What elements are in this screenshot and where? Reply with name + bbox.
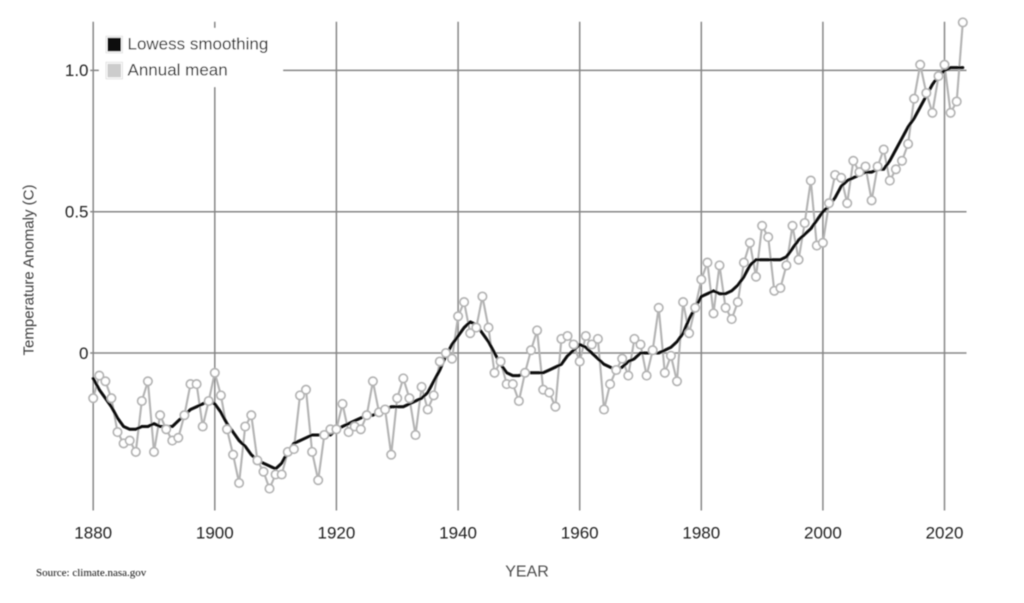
svg-text:2000: 2000 (804, 524, 842, 543)
svg-text:1920: 1920 (317, 524, 355, 543)
svg-text:1900: 1900 (196, 524, 234, 543)
svg-text:0: 0 (79, 344, 88, 363)
svg-text:1960: 1960 (561, 524, 599, 543)
svg-text:Source: climate.nasa.gov: Source: climate.nasa.gov (36, 567, 147, 579)
svg-text:Lowess smoothing: Lowess smoothing (128, 35, 269, 54)
svg-text:1.0: 1.0 (65, 61, 89, 80)
svg-text:2020: 2020 (926, 524, 964, 543)
svg-text:0.5: 0.5 (65, 203, 89, 222)
svg-text:1940: 1940 (439, 524, 477, 543)
svg-text:Temperature Anomaly (C): Temperature Anomaly (C) (21, 185, 38, 356)
svg-text:1980: 1980 (682, 524, 720, 543)
svg-text:Annual mean: Annual mean (128, 61, 228, 80)
svg-text:1880: 1880 (74, 524, 112, 543)
svg-text:YEAR: YEAR (505, 564, 549, 581)
